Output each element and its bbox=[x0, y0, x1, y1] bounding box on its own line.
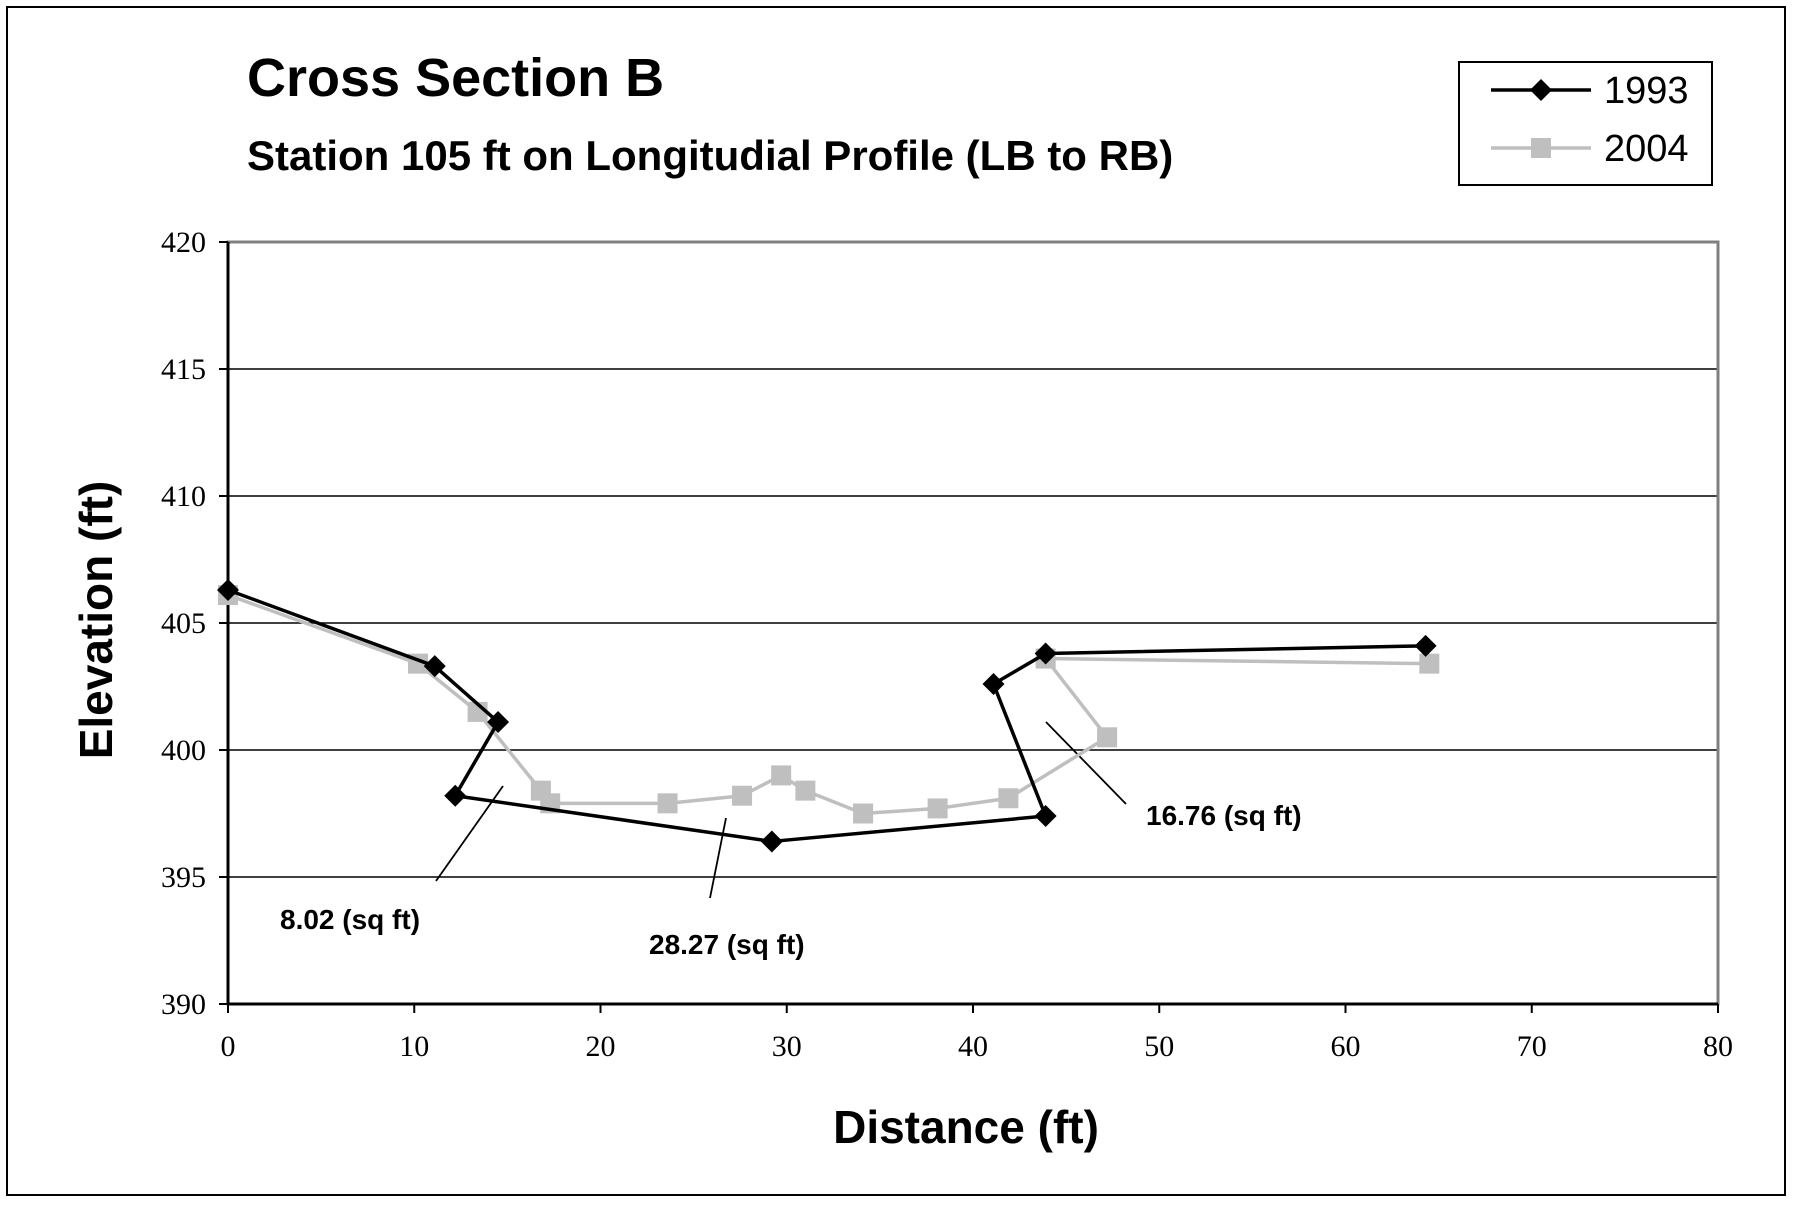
x-tick-label-10: 10 bbox=[399, 1030, 429, 1063]
data-point-2004-14 bbox=[1419, 653, 1440, 674]
y-tick-label-410: 410 bbox=[161, 480, 206, 513]
x-tick-label-80: 80 bbox=[1703, 1030, 1733, 1063]
annotation-leader-lines bbox=[435, 721, 1127, 899]
y-tick-label-405: 405 bbox=[161, 607, 206, 640]
annotation-line-1 bbox=[709, 817, 727, 899]
annotation-label-1: 28.27 (sq ft) bbox=[649, 929, 805, 960]
y-tick-label-395: 395 bbox=[161, 861, 206, 894]
x-tick-label-40: 40 bbox=[958, 1030, 988, 1063]
data-point-1993-2 bbox=[487, 711, 510, 734]
x-tick-label-20: 20 bbox=[586, 1030, 616, 1063]
series-2004 bbox=[218, 585, 1440, 824]
data-point-1993-0 bbox=[217, 578, 239, 601]
y-axis-title: Elevation (ft) bbox=[70, 481, 122, 760]
chart-title: Cross Section B bbox=[247, 48, 664, 108]
legend-box bbox=[1458, 61, 1713, 186]
series-1993 bbox=[217, 578, 1437, 853]
data-point-2004-10 bbox=[927, 798, 948, 819]
data-point-1993-7 bbox=[1034, 642, 1057, 665]
x-tick-label-50: 50 bbox=[1144, 1030, 1174, 1063]
annotation-line-2 bbox=[1045, 721, 1127, 805]
grid-lines bbox=[228, 368, 1718, 878]
y-tick-label-415: 415 bbox=[161, 353, 206, 386]
annotation-label-2: 16.76 (sq ft) bbox=[1146, 800, 1302, 831]
x-tick-label-0: 0 bbox=[221, 1030, 236, 1063]
y-tick-label-400: 400 bbox=[161, 734, 206, 767]
data-point-1993-5 bbox=[1034, 805, 1057, 828]
data-point-2004-12 bbox=[1097, 727, 1118, 748]
chart-subtitle: Station 105 ft on Longitudial Profile (L… bbox=[247, 132, 1173, 179]
series-line-2004 bbox=[227, 593, 1430, 816]
legend-marker-1993 bbox=[1530, 79, 1552, 101]
data-point-1993-1 bbox=[423, 655, 446, 678]
legend-label-1993: 1993 bbox=[1604, 70, 1689, 112]
x-axis-title: Distance (ft) bbox=[833, 1101, 1099, 1153]
legend-marker-2004 bbox=[1531, 138, 1551, 158]
annotation-label-0: 8.02 (sq ft) bbox=[280, 904, 420, 935]
legend: 1993 2004 bbox=[1458, 61, 1713, 186]
annotation-labels: 8.02 (sq ft) 28.27 (sq ft) 16.76 (sq ft) bbox=[280, 800, 1302, 960]
data-point-1993-3 bbox=[444, 784, 467, 807]
data-point-2004-8 bbox=[795, 780, 816, 801]
legend-item-1993: 1993 bbox=[1491, 70, 1689, 112]
data-point-2004-11 bbox=[998, 788, 1019, 809]
data-point-2004-9 bbox=[853, 803, 874, 824]
legend-label-2004: 2004 bbox=[1604, 128, 1689, 170]
legend-item-2004: 2004 bbox=[1491, 128, 1689, 170]
data-point-2004-6 bbox=[732, 785, 753, 806]
chart-frame bbox=[6, 6, 1786, 1196]
data-point-1993-8 bbox=[1414, 634, 1437, 657]
data-point-2004-7 bbox=[771, 765, 792, 786]
x-tick-label-60: 60 bbox=[1331, 1030, 1361, 1063]
y-tick-label-420: 420 bbox=[161, 226, 206, 259]
data-series bbox=[217, 578, 1440, 853]
y-tick-label-390: 390 bbox=[161, 988, 206, 1021]
x-tick-label-30: 30 bbox=[772, 1030, 802, 1063]
data-point-1993-4 bbox=[760, 830, 783, 853]
data-point-1993-6 bbox=[982, 672, 1005, 695]
data-point-2004-5 bbox=[657, 793, 678, 814]
x-tick-label-70: 70 bbox=[1517, 1030, 1547, 1063]
axis-ticks: 390 395 400 405 410 415 420 0 10 20 30 40 50 60 70 80 bbox=[161, 226, 1733, 1063]
